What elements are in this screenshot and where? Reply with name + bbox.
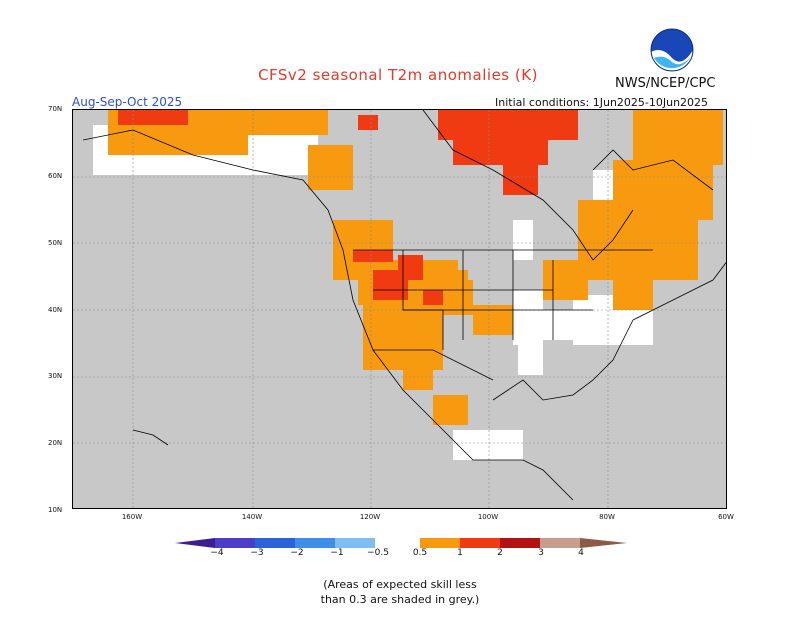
- colorbar-label: 2: [497, 548, 503, 558]
- graticule: [73, 110, 726, 508]
- coastlines: [82, 110, 726, 501]
- noaa-logo: [650, 28, 694, 72]
- colorbar-label: −3: [250, 548, 264, 558]
- skill-note-line: than 0.3 are shaded in grey.): [320, 593, 480, 606]
- colorbar-label: −2: [290, 548, 304, 558]
- lat-label: 50N: [48, 239, 63, 247]
- colorbar-label: 3: [538, 548, 544, 558]
- lon-label: 60W: [718, 513, 734, 521]
- colorbar-label: 1: [457, 548, 463, 558]
- lon-label: 80W: [599, 513, 615, 521]
- lat-label: 60N: [48, 172, 63, 180]
- lat-label: 40N: [48, 306, 63, 314]
- colorbar-label: 4: [578, 548, 584, 558]
- map-title: CFSv2 seasonal T2m anomalies (K): [258, 66, 538, 84]
- lat-label: 30N: [48, 372, 63, 380]
- map-canvas: [73, 110, 726, 508]
- agency-label: NWS/NCEP/CPC: [615, 76, 716, 91]
- colorbar-label: 0.5: [412, 548, 428, 558]
- colorbar-label: −1: [330, 548, 344, 558]
- season-label: Aug-Sep-Oct 2025: [72, 95, 183, 109]
- colorbar-label: −4: [210, 548, 224, 558]
- lon-label: 160W: [121, 513, 143, 521]
- lat-label: 20N: [48, 439, 63, 447]
- lat-label: 10N: [48, 506, 63, 514]
- colorbar-label: −0.5: [367, 548, 389, 558]
- lon-label: 140W: [241, 513, 263, 521]
- lon-label: 120W: [359, 513, 381, 521]
- lat-label: 70N: [48, 105, 63, 113]
- skill-note: (Areas of expected skill less than 0.3 a…: [0, 577, 800, 607]
- skill-note-line: (Areas of expected skill less: [323, 578, 477, 591]
- warm-anomaly-red: [118, 110, 578, 305]
- lon-label: 100W: [477, 513, 499, 521]
- anomaly-map: [72, 109, 727, 509]
- colorbar: [175, 538, 627, 548]
- initial-conditions: Initial conditions: 1Jun2025-10Jun2025: [495, 96, 709, 109]
